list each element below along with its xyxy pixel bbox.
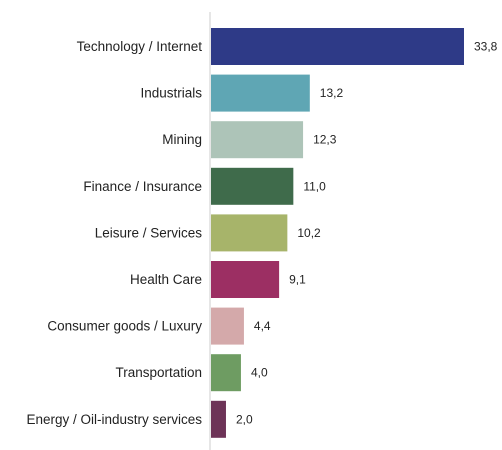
bar-mining [211,121,304,159]
bar-consumer-goods-luxury [211,307,244,345]
category-label-leisure-services: Leisure / Services [95,225,203,240]
category-label-mining: Mining [162,132,202,147]
category-label-industrials: Industrials [140,86,202,101]
bar-transportation [211,354,241,392]
bar-technology-internet [211,28,464,65]
value-label-energy-oil-industry-services: 2,0 [236,412,253,426]
value-label-consumer-goods-luxury: 4,4 [254,319,271,333]
value-label-technology-internet: 33,8 [474,40,498,54]
category-label-energy-oil-industry-services: Energy / Oil-industry services [26,412,202,427]
bars-layer [211,28,464,438]
value-label-industrials: 13,2 [320,86,344,100]
category-label-consumer-goods-luxury: Consumer goods / Luxury [47,319,202,334]
category-label-finance-insurance: Finance / Insurance [83,179,202,194]
bar-energy-oil-industry-services [211,400,226,438]
value-label-leisure-services: 10,2 [297,226,321,240]
value-label-health-care: 9,1 [289,273,306,287]
value-labels-layer: 33,8 13,2 12,3 11,0 10,2 9,1 4,4 4,0 2,0 [236,40,498,427]
value-label-transportation: 4,0 [251,366,268,380]
bar-industrials [211,74,310,112]
category-label-health-care: Health Care [130,272,202,287]
bar-leisure-services [211,214,288,252]
bar-finance-insurance [211,167,294,205]
bar-health-care [211,261,280,298]
category-labels-layer: Technology / Internet Industrials Mining Fi… [26,39,202,427]
value-label-mining: 12,3 [313,133,337,147]
category-label-technology-internet: Technology / Internet [77,39,203,54]
category-label-transportation: Transportation [115,365,202,380]
value-label-finance-insurance: 11,0 [303,179,326,193]
